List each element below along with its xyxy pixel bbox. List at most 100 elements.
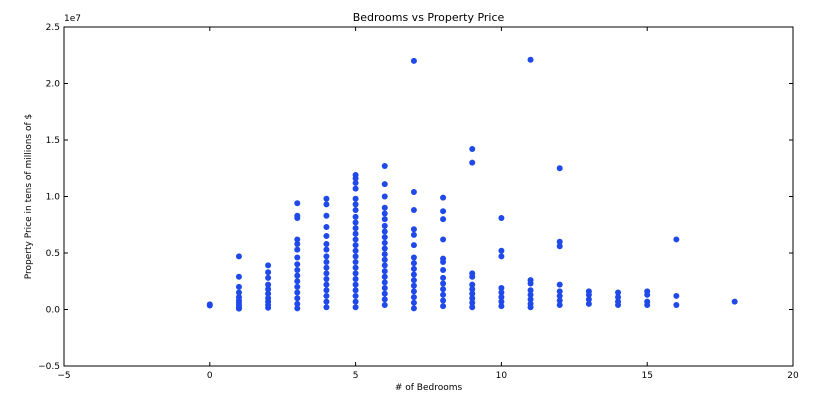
data-point (615, 301, 622, 308)
data-point (410, 288, 417, 295)
data-point (469, 281, 476, 288)
data-point (381, 162, 388, 169)
data-point (323, 275, 330, 282)
data-point (410, 277, 417, 284)
data-point (556, 288, 563, 295)
data-point (410, 254, 417, 261)
data-point (352, 213, 359, 220)
x-tick-label: 10 (496, 371, 508, 381)
data-point (469, 159, 476, 166)
data-point (265, 262, 272, 269)
x-tick-label: 15 (641, 371, 652, 381)
ticks-layer: −5 0 5 10 15 20 −0.5 0.0 0.5 1.0 1.5 2.0 2.5 (38, 23, 799, 381)
data-point (352, 201, 359, 208)
data-point (410, 299, 417, 306)
data-point (731, 298, 738, 305)
data-point (294, 246, 301, 253)
data-point (235, 273, 242, 280)
data-point (381, 256, 388, 263)
data-point (294, 236, 301, 243)
data-point (352, 275, 359, 282)
data-point (323, 281, 330, 288)
data-point (410, 207, 417, 214)
data-point (381, 251, 388, 258)
data-point (294, 240, 301, 247)
x-tick-label: 0 (207, 371, 213, 381)
data-point (352, 236, 359, 243)
data-point (440, 274, 447, 281)
data-point (440, 291, 447, 298)
data-point (352, 195, 359, 202)
data-point (469, 290, 476, 297)
data-point (498, 285, 505, 292)
data-point (644, 291, 651, 298)
data-point (323, 298, 330, 305)
data-point (498, 247, 505, 254)
y-tick-label: 2.0 (46, 80, 61, 90)
data-point (498, 214, 505, 221)
data-point (440, 303, 447, 310)
data-point (410, 294, 417, 301)
data-point (235, 253, 242, 260)
data-point (294, 214, 301, 221)
data-point (323, 287, 330, 294)
data-point (410, 188, 417, 195)
data-point (323, 240, 330, 247)
data-point (673, 236, 680, 243)
data-point (469, 273, 476, 280)
data-point (323, 270, 330, 277)
data-point (323, 224, 330, 231)
data-point (410, 57, 417, 64)
data-point (265, 269, 272, 276)
data-point (440, 259, 447, 266)
data-point (527, 296, 534, 303)
data-point (381, 193, 388, 200)
data-point (352, 304, 359, 311)
data-point (381, 279, 388, 286)
data-point (556, 238, 563, 245)
data-point (585, 300, 592, 307)
data-point (440, 266, 447, 273)
data-point (381, 204, 388, 211)
data-point (381, 301, 388, 308)
data-point (323, 201, 330, 208)
data-point (235, 305, 242, 312)
y-tick-label: 2.5 (46, 23, 60, 33)
data-point (673, 301, 680, 308)
data-point (323, 246, 330, 253)
data-point (498, 289, 505, 296)
x-axis-label: # of Bedrooms (395, 383, 463, 393)
data-point (294, 283, 301, 290)
data-point (265, 274, 272, 281)
y-axis-offset-label: 1e7 (64, 14, 81, 24)
data-point (294, 261, 301, 268)
data-point (410, 231, 417, 238)
data-point (556, 281, 563, 288)
y-tick-label: 0.5 (46, 249, 60, 259)
data-point (410, 282, 417, 289)
data-point (556, 165, 563, 172)
data-point (294, 200, 301, 207)
data-point (440, 280, 447, 287)
data-point (352, 230, 359, 237)
data-point (294, 254, 301, 261)
data-point (469, 299, 476, 306)
data-point (381, 273, 388, 280)
data-point (410, 260, 417, 267)
data-point (294, 295, 301, 302)
data-point (527, 280, 534, 287)
points-layer (206, 56, 738, 312)
data-point (323, 304, 330, 311)
data-point (323, 253, 330, 260)
data-point (556, 297, 563, 304)
data-point (265, 290, 272, 297)
data-point (381, 216, 388, 223)
data-point (352, 179, 359, 186)
data-point (410, 242, 417, 249)
data-point (381, 245, 388, 252)
data-point (352, 270, 359, 277)
data-point (381, 290, 388, 297)
